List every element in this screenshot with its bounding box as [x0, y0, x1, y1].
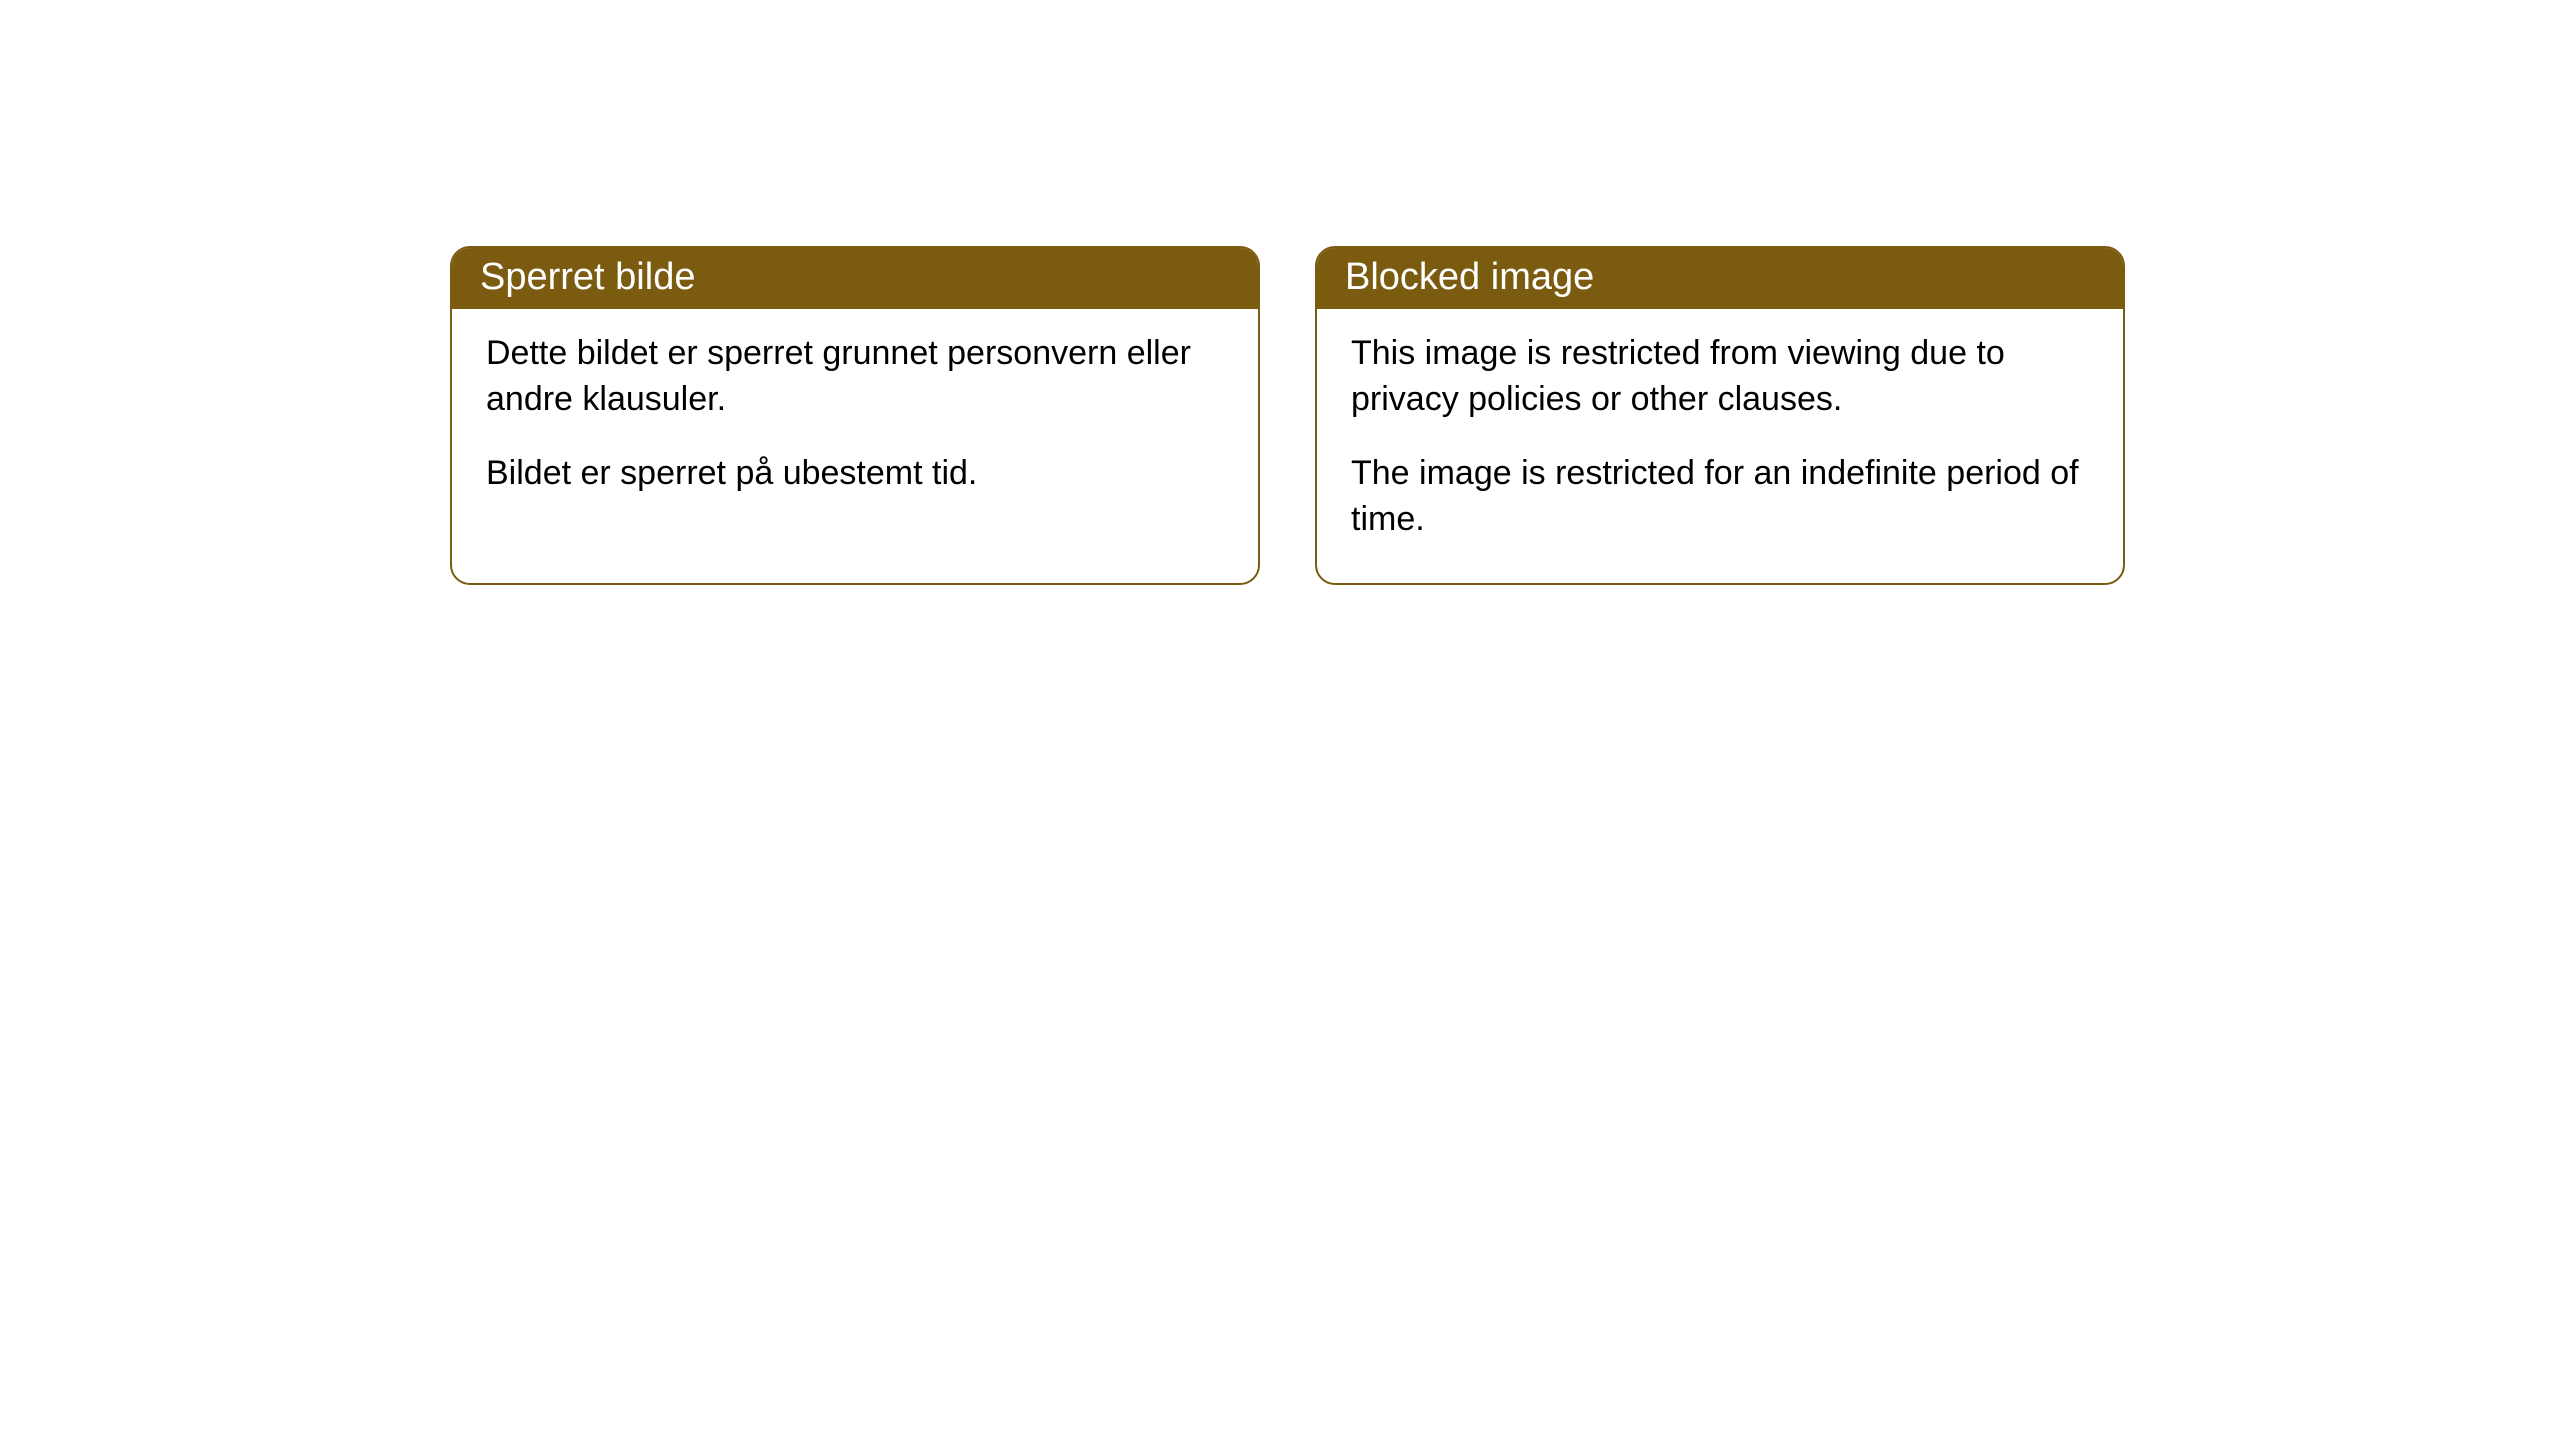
- card-text-english-1: This image is restricted from viewing du…: [1351, 331, 2089, 423]
- card-header-norwegian: Sperret bilde: [452, 248, 1258, 309]
- notice-cards-container: Sperret bilde Dette bildet er sperret gr…: [0, 0, 2560, 585]
- card-text-norwegian-2: Bildet er sperret på ubestemt tid.: [486, 451, 1224, 497]
- card-text-norwegian-1: Dette bildet er sperret grunnet personve…: [486, 331, 1224, 423]
- card-text-english-2: The image is restricted for an indefinit…: [1351, 451, 2089, 543]
- card-body-english: This image is restricted from viewing du…: [1317, 309, 2123, 583]
- blocked-image-card-norwegian: Sperret bilde Dette bildet er sperret gr…: [450, 246, 1260, 585]
- card-header-english: Blocked image: [1317, 248, 2123, 309]
- blocked-image-card-english: Blocked image This image is restricted f…: [1315, 246, 2125, 585]
- card-body-norwegian: Dette bildet er sperret grunnet personve…: [452, 309, 1258, 537]
